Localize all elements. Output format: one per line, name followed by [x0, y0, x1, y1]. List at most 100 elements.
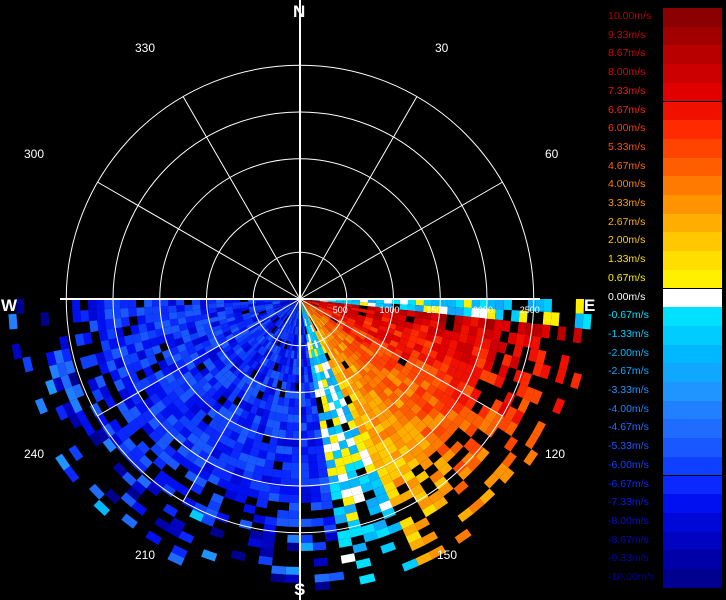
velocity-bin	[261, 392, 270, 402]
velocity-bin	[316, 453, 326, 463]
velocity-bin	[157, 359, 169, 370]
velocity-bin	[381, 454, 394, 467]
velocity-bin	[438, 344, 449, 355]
velocity-bin	[366, 445, 379, 457]
velocity-bin	[420, 346, 431, 356]
velocity-bin	[189, 366, 200, 377]
velocity-bin	[329, 434, 339, 444]
velocity-bin	[461, 451, 476, 466]
velocity-bin	[210, 448, 222, 460]
velocity-bin	[53, 349, 65, 365]
velocity-bin	[430, 342, 441, 352]
velocity-bin	[106, 359, 117, 373]
velocity-bin	[189, 403, 201, 415]
velocity-bin	[274, 412, 282, 422]
velocity-bin	[465, 410, 478, 424]
velocity-bin	[358, 396, 368, 407]
velocity-bin	[243, 355, 253, 365]
velocity-bin	[337, 354, 345, 363]
velocity-bin	[497, 417, 512, 432]
velocity-bin	[344, 412, 354, 423]
velocity-bin	[218, 375, 228, 386]
legend-row: 2.67m/s	[606, 213, 724, 233]
compass-south-label: S	[294, 580, 306, 599]
velocity-bin	[370, 478, 383, 490]
velocity-bin	[290, 478, 300, 487]
velocity-bin	[261, 409, 270, 419]
velocity-bin	[265, 321, 274, 329]
velocity-bin	[120, 299, 129, 309]
velocity-bin	[365, 496, 379, 509]
velocity-bin	[400, 351, 411, 361]
velocity-bin	[309, 486, 321, 495]
velocity-bin	[462, 384, 475, 397]
velocity-bin	[440, 337, 451, 348]
velocity-bin	[417, 352, 428, 363]
velocity-bin	[383, 299, 392, 304]
legend-row: 6.00m/s	[606, 120, 724, 139]
velocity-bin	[198, 431, 211, 444]
velocity-bin	[185, 315, 195, 324]
bearing-label-150: 150	[437, 548, 458, 562]
velocity-bin	[244, 462, 256, 473]
velocity-bin	[309, 470, 319, 479]
legend-label: 6.67m/s	[608, 103, 646, 116]
velocity-bin	[296, 302, 299, 311]
velocity-bin	[290, 350, 295, 359]
velocity-bin	[408, 334, 418, 344]
velocity-bin	[484, 409, 498, 424]
velocity-bin	[72, 310, 82, 323]
velocity-bin	[341, 312, 350, 318]
velocity-bin	[229, 340, 239, 349]
velocity-bin	[168, 305, 177, 313]
velocity-bin	[360, 430, 371, 442]
velocity-bin	[162, 384, 174, 396]
velocity-bin	[310, 349, 316, 358]
velocity-bin	[222, 389, 232, 400]
velocity-bin	[110, 347, 122, 360]
velocity-bin	[276, 309, 284, 316]
velocity-bin	[483, 473, 500, 489]
velocity-bin	[463, 343, 474, 355]
velocity-bin	[131, 501, 148, 516]
velocity-bin	[401, 432, 414, 445]
velocity-bin	[386, 443, 398, 455]
velocity-bin	[365, 313, 375, 319]
velocity-bin	[144, 347, 155, 358]
velocity-bin	[222, 344, 232, 354]
velocity-bin	[305, 326, 310, 335]
velocity-bin	[230, 448, 242, 460]
legend-label: -9.33m/s	[608, 552, 649, 565]
velocity-bin	[177, 317, 187, 325]
velocity-bin	[56, 362, 68, 377]
velocity-bin	[284, 349, 290, 358]
velocity-bin	[405, 438, 419, 452]
velocity-bin	[348, 444, 359, 455]
velocity-bin	[232, 305, 241, 310]
velocity-bin	[463, 437, 478, 452]
velocity-bin	[327, 368, 335, 378]
velocity-bin	[287, 406, 295, 415]
velocity-bin	[98, 329, 109, 342]
velocity-bin	[486, 372, 498, 386]
velocity-bin	[209, 312, 218, 319]
velocity-bin	[226, 456, 239, 467]
velocity-bin	[303, 301, 310, 307]
velocity-bin	[340, 447, 351, 458]
velocity-bin	[252, 514, 266, 525]
velocity-bin	[243, 503, 256, 515]
velocity-bin	[493, 462, 509, 479]
velocity-bin	[172, 420, 185, 433]
velocity-bin	[207, 473, 221, 486]
velocity-bin	[345, 322, 354, 329]
velocity-bin	[303, 300, 312, 304]
legend-label: 0.67m/s	[608, 271, 646, 284]
legend-row: -4.00m/s	[606, 400, 724, 420]
velocity-bin	[233, 441, 245, 453]
velocity-bin	[350, 309, 359, 315]
velocity-bin	[375, 299, 384, 304]
velocity-bin	[240, 409, 250, 420]
velocity-bin	[457, 507, 474, 523]
velocity-bin	[284, 306, 292, 313]
velocity-bin	[423, 299, 432, 306]
